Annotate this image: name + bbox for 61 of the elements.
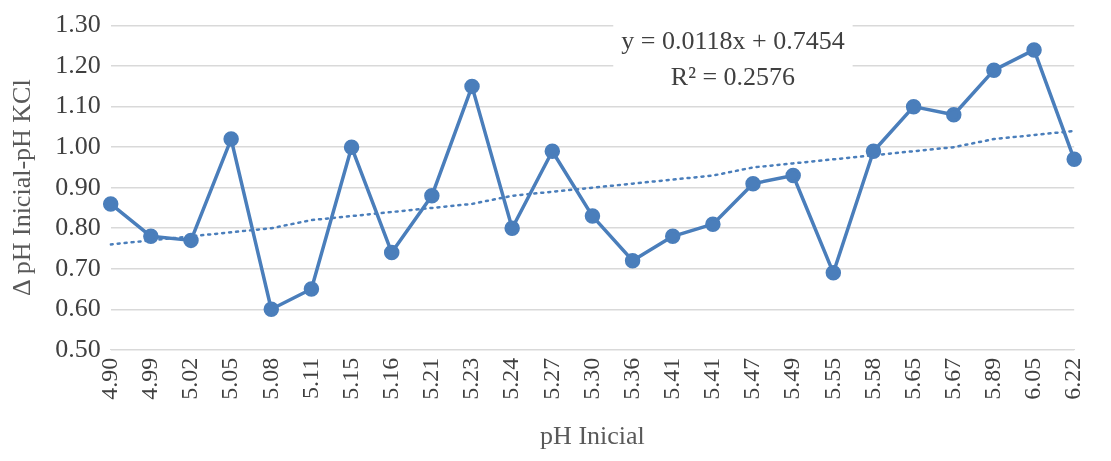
point — [1026, 42, 1042, 58]
point — [303, 281, 320, 297]
point — [705, 216, 721, 232]
point — [343, 139, 360, 155]
point — [102, 196, 119, 212]
point — [664, 228, 681, 245]
point — [504, 220, 520, 236]
point — [825, 265, 842, 281]
point — [785, 167, 801, 184]
x-tick-label: 5.05 — [216, 357, 243, 400]
x-tick-label: 5.89 — [979, 357, 1006, 400]
point — [584, 208, 601, 224]
y-tick-label: 1.20 — [55, 49, 101, 79]
x-tick-label: 5.11 — [296, 357, 323, 399]
annotation: y = 0.0118x + 0.7454 — [621, 26, 845, 56]
point — [865, 143, 882, 159]
y-axis-title: Δ pH Inicial-pH KCl — [7, 79, 37, 297]
x-tick-label: 5.16 — [377, 357, 404, 400]
y-tick-label: 1.10 — [55, 90, 101, 120]
x-tick-label: 5.15 — [336, 357, 363, 400]
point — [624, 252, 641, 269]
y-tick-label: 1.00 — [55, 131, 101, 160]
y-tick-label: 1.30 — [55, 9, 101, 39]
x-tick-label: 5.55 — [818, 357, 845, 400]
annotation: R² = 0.2576 — [670, 62, 796, 92]
point — [263, 301, 280, 318]
x-tick-label: 5.02 — [176, 357, 203, 400]
point — [464, 78, 480, 95]
x-tick-label: 5.49 — [778, 357, 805, 400]
point — [424, 188, 440, 204]
x-tick-label: 5.41 — [698, 357, 725, 400]
y-tick-label: 0.90 — [55, 171, 101, 201]
y-tick-label: 0.60 — [55, 293, 101, 323]
point — [183, 232, 199, 249]
x-tick-label: 5.30 — [577, 357, 604, 400]
point — [905, 98, 922, 115]
x-tick-label: 5.21 — [417, 357, 444, 400]
x-tick-label: 6.05 — [1019, 357, 1046, 400]
x-tick-label: 5.23 — [457, 357, 484, 400]
point — [544, 143, 561, 159]
x-tick-label: 5.41 — [658, 357, 685, 400]
point — [223, 131, 239, 147]
x-tick-label: 5.08 — [256, 357, 283, 400]
x-axis-title: pH Inicial — [540, 421, 645, 451]
y-tick-label: 0.70 — [55, 252, 101, 282]
x-tick-label: 5.27 — [537, 357, 564, 400]
point — [745, 175, 761, 192]
x-tick-label: 5.67 — [939, 357, 966, 400]
x-tick-label: 5.36 — [617, 357, 644, 400]
x-tick-label: 5.58 — [858, 357, 885, 400]
point — [383, 244, 400, 261]
x-tick-label: 4.99 — [136, 357, 163, 400]
point — [986, 62, 1002, 78]
x-tick-label: 5.24 — [497, 357, 524, 400]
point — [1066, 151, 1082, 168]
y-tick-label: 0.80 — [55, 212, 101, 242]
x-tick-label: 6.22 — [1059, 357, 1086, 400]
x-tick-label: 5.65 — [898, 357, 925, 400]
x-tick-label: 5.47 — [738, 357, 765, 400]
point — [143, 228, 159, 245]
point — [946, 107, 962, 123]
